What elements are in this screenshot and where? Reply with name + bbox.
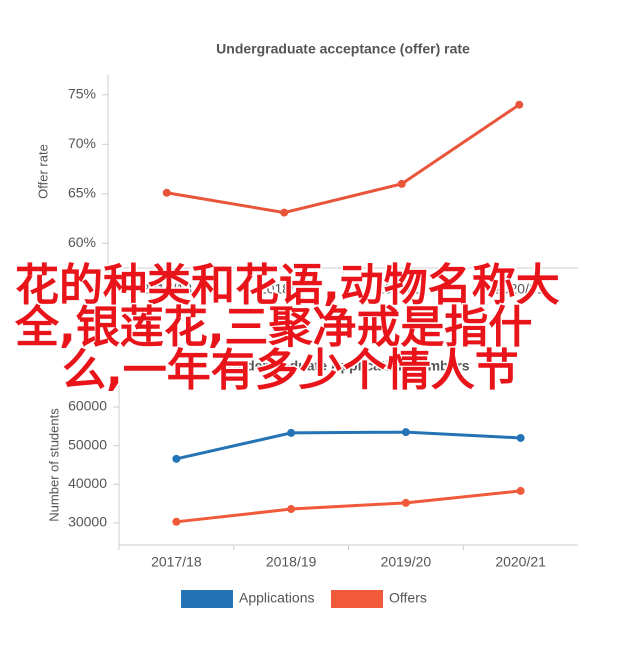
data-point [516,433,525,442]
data-point [280,208,289,217]
data-point [401,498,410,507]
series-line [176,489,521,524]
y-tick-label: 60000 [68,398,107,414]
x-tick-label: 2017/18 [151,554,202,570]
y-tick-label: 30000 [68,514,107,530]
data-point [172,517,181,526]
y-tick-label: 75% [68,85,96,101]
data-point [397,179,406,188]
y-tick-label: 70% [68,135,96,151]
data-point [162,188,171,197]
x-tick-label: 2018/19 [259,281,310,297]
overlay-text: 全,银莲花,三聚净戒是指什 [14,302,532,353]
x-tick-label: 2020/21 [494,281,545,297]
data-point [515,100,524,109]
y-tick-label: 65% [68,184,96,200]
y-tick-label: 50000 [68,436,107,452]
y-tick-label: 60% [68,234,96,250]
data-point [172,454,181,463]
x-tick-label: 2019/20 [381,554,432,570]
y-tick-label: 40000 [68,475,107,491]
data-point [401,428,410,437]
legend-swatch [331,590,383,608]
data-point [287,505,296,514]
y-axis-label: Offer rate [35,144,50,199]
legend-swatch [181,590,233,608]
y-axis-label: Number of students [46,408,61,522]
x-tick-label: 2017/18 [141,281,192,297]
series-line [176,430,521,461]
x-tick-label: 2019/20 [376,281,427,297]
data-point [287,428,296,437]
overlay-text: 花的种类和花语,动物名称大 [15,260,560,311]
x-tick-label: 2018/19 [266,554,317,570]
chart-title: Undergraduate Application numbers [227,358,469,374]
data-point [516,486,525,495]
chart-title: Undergraduate acceptance (offer) rate [216,41,470,57]
legend-label: Applications [239,590,315,606]
legend-label: Offers [389,590,427,606]
series-line [166,103,521,215]
x-tick-label: 2020/21 [495,554,546,570]
overlay-text: 么,一年有多少个情人节 [62,345,519,396]
